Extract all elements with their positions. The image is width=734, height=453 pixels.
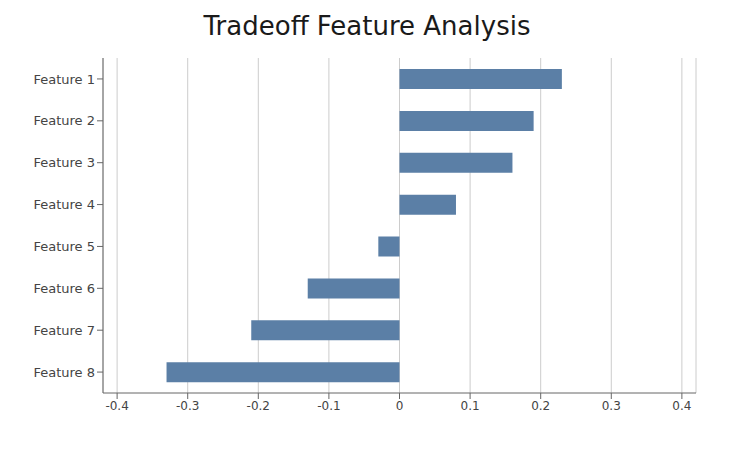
svg-text:0: 0: [396, 399, 404, 413]
svg-text:0.3: 0.3: [602, 399, 621, 413]
svg-text:Feature 6: Feature 6: [33, 281, 95, 296]
svg-text:Feature 2: Feature 2: [33, 113, 95, 128]
svg-text:-0.4: -0.4: [105, 399, 128, 413]
html-text:Tradeoff Feature Analysis: Tradeoff Feature Analysis: [203, 11, 531, 41]
svg-text:0.2: 0.2: [531, 399, 550, 413]
svg-text:Feature 5: Feature 5: [33, 239, 95, 254]
svg-text:Feature 1: Feature 1: [33, 72, 95, 87]
svg-text:Feature 8: Feature 8: [33, 365, 95, 380]
svg-text:-0.3: -0.3: [176, 399, 199, 413]
svg-text:0.1: 0.1: [461, 399, 480, 413]
svg-text:Feature 7: Feature 7: [33, 323, 95, 338]
svg-text:Feature 3: Feature 3: [33, 155, 95, 170]
svg-text:-0.2: -0.2: [247, 399, 270, 413]
svg-text:-0.1: -0.1: [317, 399, 340, 413]
svg-text:Feature 4: Feature 4: [33, 197, 95, 212]
svg-text:0.4: 0.4: [672, 399, 691, 413]
